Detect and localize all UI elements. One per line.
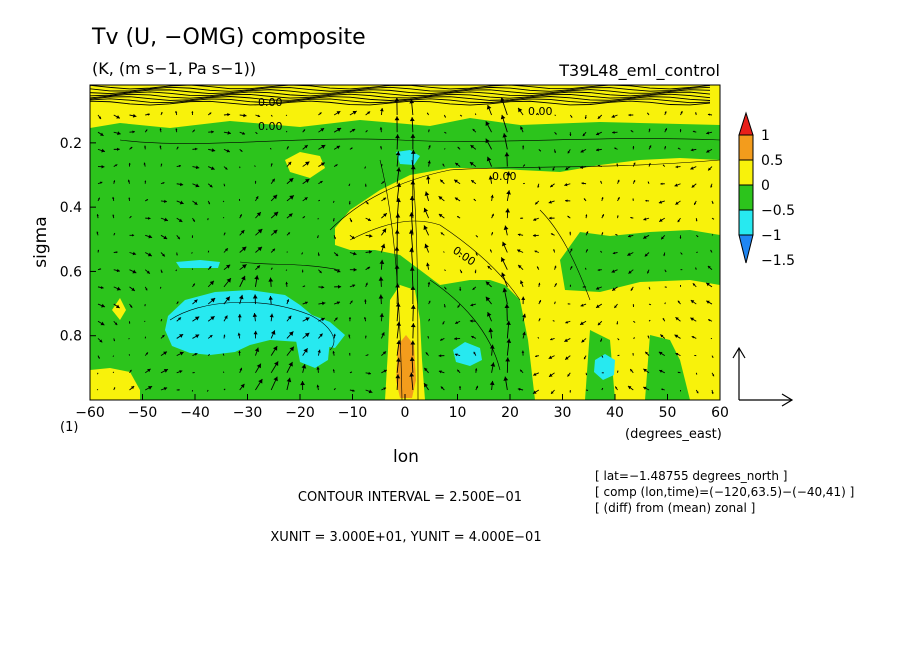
vector-arrow xyxy=(239,167,240,169)
colorbar-bin xyxy=(739,113,753,135)
x-tick-label: 10 xyxy=(449,405,467,421)
colorbar: 1 0.5 0 −0.5 −1 −1.5 xyxy=(739,113,795,269)
top-contour-band xyxy=(90,85,710,105)
x-tick-label: 30 xyxy=(554,405,572,421)
info-line: [ comp (lon,time)=(−120,63.5)−(−40,41) ] xyxy=(595,485,854,499)
vector-arrow xyxy=(113,356,114,357)
vector-arrow xyxy=(680,285,681,287)
colorbar-label: −0.5 xyxy=(761,203,795,219)
vector-arrow xyxy=(696,252,697,253)
vector-arrow xyxy=(113,372,114,373)
vector-arrow xyxy=(129,338,130,339)
contour-label: 0.00 xyxy=(492,170,517,183)
info-line: [ lat=−1.48755 degrees_north ] xyxy=(595,469,787,483)
plot-area xyxy=(90,85,720,400)
x-tick-label: −40 xyxy=(180,405,210,421)
contour-label: 0.00 xyxy=(258,120,283,133)
vector-arrow xyxy=(223,217,224,218)
vector-arrow xyxy=(555,115,556,116)
x-axis-label: lon xyxy=(393,447,419,467)
vector-arrow xyxy=(145,337,146,339)
contour-interval: CONTOUR INTERVAL = 2.500E−01 xyxy=(298,490,522,505)
colorbar-bin xyxy=(739,210,753,235)
run-label: T39L48_eml_control xyxy=(558,61,720,81)
x-tick-label: −10 xyxy=(338,405,368,421)
colorbar-label: −1.5 xyxy=(761,253,795,269)
colorbar-bin xyxy=(739,135,753,160)
vector-arrow xyxy=(192,390,193,392)
vector-arrow xyxy=(286,115,287,116)
reference-vector xyxy=(733,348,792,406)
x-tick-label: −60 xyxy=(75,405,105,421)
contour-label: 0.00 xyxy=(258,96,283,109)
vector-arrow xyxy=(694,355,696,356)
vector-arrow xyxy=(680,390,681,391)
x-tick-label: −20 xyxy=(285,405,315,421)
vector-arrow xyxy=(681,269,683,270)
colorbar-label: 0.5 xyxy=(761,153,783,169)
x-tick-label: −30 xyxy=(233,405,263,421)
vector-arrow xyxy=(286,131,287,132)
vector-arrow xyxy=(711,338,712,339)
y-tick-label: 0.8 xyxy=(60,329,82,345)
y-axis-label: sigma xyxy=(31,216,51,267)
vector-arrow xyxy=(144,321,145,322)
colorbar-bin xyxy=(739,185,753,210)
vector-arrow xyxy=(318,218,319,219)
x-tick-label: 0 xyxy=(401,405,410,421)
colorbar-label: 0 xyxy=(761,178,770,194)
colorbar-bin xyxy=(739,235,753,263)
x-tick-label: 50 xyxy=(659,405,677,421)
y-tick-label: 0.4 xyxy=(60,200,82,216)
vector-arrow xyxy=(712,235,713,236)
vector-arrow xyxy=(570,285,571,287)
units-line: XUNIT = 3.000E+01, YUNIT = 4.000E−01 xyxy=(270,530,541,545)
panel-label: (1) xyxy=(60,420,78,435)
vector-arrow xyxy=(192,269,193,270)
chart-title: Tv (U, −OMG) composite xyxy=(91,25,366,50)
x-tick-label: −50 xyxy=(128,405,158,421)
x-tick-label: 60 xyxy=(711,405,729,421)
vector-arrow xyxy=(97,373,98,374)
vector-arrow xyxy=(287,252,288,253)
chart-subtitle: (K, (m s−1, Pa s−1)) xyxy=(92,59,256,78)
x-unit-label: (degrees_east) xyxy=(625,427,722,442)
vector-arrow xyxy=(97,389,98,390)
x-tick-label: 40 xyxy=(606,405,624,421)
vector-arrow xyxy=(223,372,224,373)
vector-arrow xyxy=(444,148,445,149)
y-tick-label: 0.6 xyxy=(60,264,82,280)
vector-arrow xyxy=(286,270,287,271)
y-tick-label: 0.2 xyxy=(60,136,82,152)
colorbar-bin xyxy=(739,160,753,185)
colorbar-label: 1 xyxy=(761,128,770,144)
colorbar-label: −1 xyxy=(761,228,782,244)
info-line: [ (diff) from (mean) zonal ] xyxy=(595,501,755,515)
vector-arrow xyxy=(129,354,130,355)
x-tick-label: 20 xyxy=(501,405,519,421)
contour-label: 0.00 xyxy=(528,105,553,118)
vector-arrow xyxy=(602,372,604,373)
